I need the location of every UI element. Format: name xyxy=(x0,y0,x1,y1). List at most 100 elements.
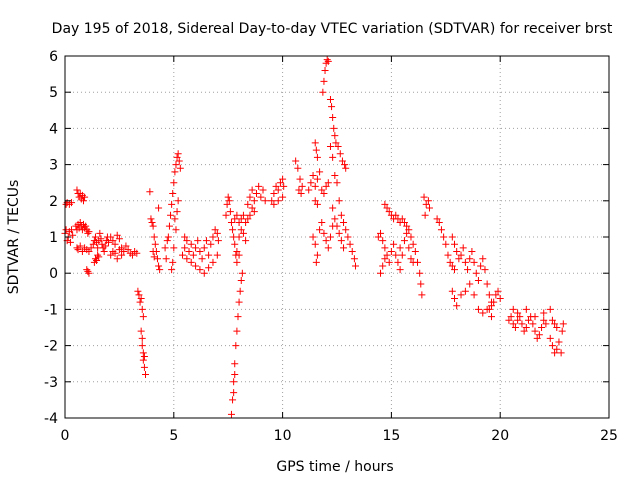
data-point xyxy=(246,211,254,219)
data-point xyxy=(181,244,189,252)
data-point xyxy=(224,193,232,201)
data-point xyxy=(409,258,417,266)
data-point xyxy=(234,313,242,321)
data-point xyxy=(226,208,234,216)
data-point xyxy=(455,255,463,263)
data-point xyxy=(474,276,482,284)
data-point xyxy=(309,233,317,241)
data-point xyxy=(225,197,233,205)
data-point xyxy=(96,229,104,237)
data-point xyxy=(162,255,170,263)
data-point xyxy=(229,396,237,404)
data-point xyxy=(149,222,157,230)
data-point xyxy=(405,244,413,252)
data-point xyxy=(553,345,561,353)
data-point xyxy=(311,240,319,248)
data-point xyxy=(168,200,176,208)
data-point xyxy=(472,269,480,277)
data-point xyxy=(105,238,113,246)
data-point xyxy=(494,287,502,295)
data-point xyxy=(453,302,461,310)
data-point xyxy=(87,244,95,252)
data-point xyxy=(311,182,319,190)
data-point xyxy=(331,132,339,140)
data-point xyxy=(113,255,121,263)
data-point xyxy=(235,251,243,259)
data-point xyxy=(321,66,329,74)
data-point xyxy=(311,197,319,205)
data-point xyxy=(229,226,237,234)
data-point xyxy=(147,215,155,223)
y-tick-label: 1 xyxy=(49,230,58,246)
data-point xyxy=(398,215,406,223)
data-point xyxy=(548,316,556,324)
data-point xyxy=(155,262,163,270)
data-point xyxy=(381,255,389,263)
data-point xyxy=(81,193,89,201)
data-point xyxy=(381,200,389,208)
data-point xyxy=(174,150,182,158)
data-point xyxy=(437,226,445,234)
data-point xyxy=(73,186,81,194)
data-point xyxy=(164,233,172,241)
data-point xyxy=(170,179,178,187)
data-point xyxy=(538,324,546,331)
y-axis-label: SDTVAR / TECUs xyxy=(6,180,22,295)
data-point xyxy=(239,229,247,237)
data-point xyxy=(490,298,498,306)
data-point xyxy=(113,231,121,239)
data-point xyxy=(237,276,245,284)
data-point xyxy=(187,258,195,266)
y-tick-label: -1 xyxy=(44,302,58,318)
data-point xyxy=(507,313,515,321)
data-point xyxy=(403,229,411,237)
data-point xyxy=(522,324,530,331)
data-point xyxy=(342,164,350,172)
data-point xyxy=(546,334,554,342)
data-point xyxy=(418,291,426,299)
data-point xyxy=(518,320,526,328)
data-point xyxy=(296,175,304,183)
data-point xyxy=(270,200,278,208)
data-point xyxy=(297,190,305,198)
data-point xyxy=(95,253,103,261)
data-point xyxy=(230,378,238,386)
data-point xyxy=(142,371,150,379)
data-point xyxy=(250,197,258,205)
data-point xyxy=(181,233,189,241)
data-point xyxy=(151,240,159,248)
data-point xyxy=(268,197,276,205)
data-point xyxy=(319,88,327,96)
data-point xyxy=(400,219,408,227)
data-point xyxy=(93,257,101,265)
data-point xyxy=(74,246,82,254)
data-point xyxy=(330,124,338,132)
data-point xyxy=(461,258,469,266)
data-point xyxy=(85,247,93,255)
data-point xyxy=(558,327,566,335)
data-point xyxy=(101,242,109,250)
y-tick-label: 4 xyxy=(49,121,58,137)
data-point xyxy=(227,410,235,418)
y-tick-label: -4 xyxy=(44,411,58,427)
data-point xyxy=(295,186,303,194)
data-point xyxy=(335,229,343,237)
data-point xyxy=(150,253,158,261)
data-point xyxy=(231,215,239,223)
data-point xyxy=(542,320,550,328)
data-point xyxy=(172,161,180,169)
data-point xyxy=(150,233,158,241)
data-point xyxy=(244,200,252,208)
y-tick-label: 2 xyxy=(49,194,58,210)
data-point xyxy=(322,182,330,190)
data-point xyxy=(169,190,177,198)
data-point xyxy=(338,157,346,165)
data-point xyxy=(324,57,332,65)
data-point xyxy=(135,291,143,299)
data-point xyxy=(214,237,222,245)
data-point xyxy=(390,240,398,248)
data-point xyxy=(403,222,411,230)
data-point xyxy=(76,219,84,227)
data-point xyxy=(155,204,163,212)
data-point xyxy=(274,186,282,194)
